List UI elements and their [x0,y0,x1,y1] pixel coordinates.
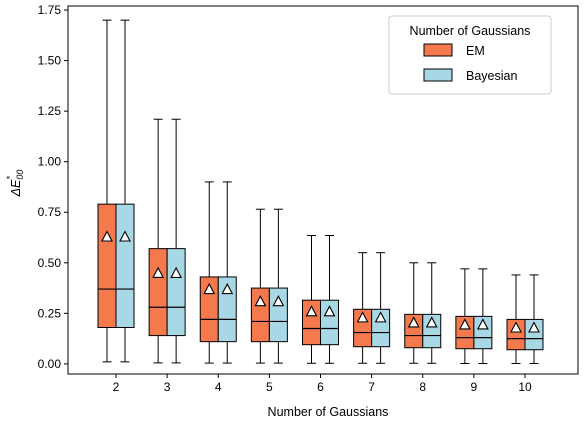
x-tick-label: 10 [518,380,532,394]
box-iqr [97,203,117,328]
box-bayesian-5 [268,208,288,364]
box-em-5 [250,208,270,364]
mean-marker [528,321,540,333]
box-iqr [148,248,168,337]
y-tick-label: 1.75 [38,3,62,17]
x-tick-label: 7 [368,380,375,394]
box-em-2 [97,19,117,363]
box-em-6 [302,234,321,364]
y-tick-label: 1.00 [38,155,62,169]
mean-marker [305,305,318,317]
mean-marker [170,266,183,278]
box-bayesian-6 [320,234,339,364]
legend-swatch-em [423,43,453,57]
mean-marker [476,318,489,330]
box-iqr [115,203,135,328]
axes: 0.00 0.25 0.50 0.75 1.00 1.25 1.50 1.75 2 3 4 5 6 7 8 9… [38,3,579,394]
box-iqr [524,318,544,351]
box-iqr [422,313,442,349]
legend-label-em: EM [466,44,485,58]
box-bayesian-8 [422,262,442,364]
mean-marker [272,295,285,307]
mean-marker [323,305,336,317]
box-iqr [371,308,391,348]
legend-title: Number of Gaussians [410,24,531,38]
y-axis-label-main: ΔE [9,179,23,197]
legend: Number of Gaussians EM Bayesian [388,15,552,95]
box-em-8 [404,262,424,364]
mean-marker [119,230,131,242]
y-tick-label: 0.50 [38,256,62,270]
plot-frame [67,5,579,375]
x-tick-label: 2 [113,380,120,394]
box-bayesian-3 [166,118,186,364]
x-tick-label: 6 [317,380,324,394]
y-axis-label-sub: 00 [15,170,25,180]
mean-marker [425,316,438,328]
box-iqr [473,315,493,350]
mean-marker [510,321,522,333]
box-iqr [268,287,288,343]
y-tick-label: 0.25 [38,306,62,320]
box-em-3 [148,118,168,364]
box-iqr [320,299,339,346]
mean-marker [458,318,471,330]
mean-marker [407,316,420,328]
mean-marker [356,311,369,323]
svg-text:ΔE00*: ΔE00* [5,170,25,198]
x-tick-label: 9 [471,380,478,394]
mean-marker [101,230,113,242]
y-tick-label: 1.50 [38,54,62,68]
box-em-7 [353,252,373,364]
box-bayesian-2 [115,19,135,363]
legend-swatch-bayesian [423,68,453,82]
box-bayesian-4 [217,181,237,364]
mean-marker [254,295,267,307]
plot-area [97,19,544,364]
x-axis-label: Number of Gaussians [268,405,389,419]
y-axis-label: ΔE00* [5,170,25,198]
mean-marker [152,266,165,278]
legend-label-bayesian: Bayesian [466,69,517,83]
y-axis-label-sup: * [5,176,15,180]
box-em-4 [199,181,219,364]
box-bayesian-7 [371,252,391,364]
mean-marker [221,282,234,295]
x-tick-label: 3 [164,380,171,394]
box-em-10 [506,274,526,364]
box-bayesian-9 [473,268,493,364]
x-tick-label: 5 [266,380,273,394]
mean-marker [374,311,387,323]
y-tick-label: 0.00 [38,357,62,371]
y-tick-label: 1.25 [38,104,62,118]
y-tick-label: 0.75 [38,205,62,219]
box-iqr [166,248,186,337]
box-bayesian-10 [524,274,544,364]
x-tick-label: 4 [215,380,222,394]
x-tick-label: 8 [419,380,426,394]
mean-marker [203,282,216,295]
